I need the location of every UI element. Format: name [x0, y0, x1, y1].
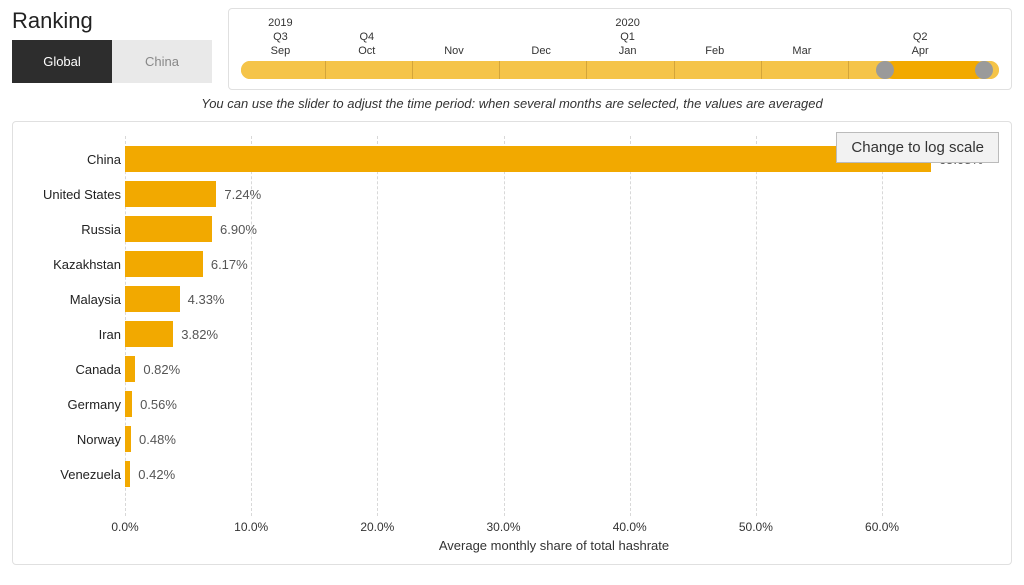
- timeline-year-label: 2020: [615, 17, 639, 29]
- page-title: Ranking: [12, 8, 212, 34]
- bar-row: Norway0.48%: [125, 426, 983, 452]
- bar[interactable]: [125, 426, 131, 452]
- timeline-q-label: Q1: [620, 31, 635, 43]
- timeline-q-label: Q4: [359, 31, 374, 43]
- bar[interactable]: [125, 321, 173, 347]
- bar-row: Germany0.56%: [125, 391, 983, 417]
- bar[interactable]: [125, 251, 203, 277]
- bar-row: Russia6.90%: [125, 216, 983, 242]
- timeline-m-label: Mar: [792, 45, 811, 57]
- timeline-m-label: Dec: [531, 45, 551, 57]
- timeline-card: 2019 2020 Q3 Q4 Q1 Q2 Sep Oct Nov Dec Jan Feb Mar Apr: [228, 8, 1012, 90]
- timeline-segment: [675, 61, 762, 79]
- bar-value-label: 0.48%: [139, 432, 176, 447]
- timeline-m-label: Oct: [358, 45, 375, 57]
- bar-value-label: 7.24%: [224, 187, 261, 202]
- bar-row: Kazakhstan6.17%: [125, 251, 983, 277]
- bar-category-label: United States: [29, 187, 121, 202]
- bar-category-label: Malaysia: [29, 292, 121, 307]
- bar-value-label: 6.17%: [211, 257, 248, 272]
- timeline-m-label: Nov: [444, 45, 464, 57]
- x-axis: Average monthly share of total hashrate …: [125, 516, 983, 556]
- timeline-labels: 2019 2020 Q3 Q4 Q1 Q2 Sep Oct Nov Dec Jan Feb Mar Apr: [241, 17, 999, 61]
- tabs: Global China: [12, 40, 212, 83]
- timeline-q-label: Q3: [273, 31, 288, 43]
- timeline-m-label: Sep: [271, 45, 291, 57]
- log-scale-button[interactable]: Change to log scale: [836, 132, 999, 163]
- bar-category-label: Norway: [29, 432, 121, 447]
- x-tick-label: 60.0%: [865, 520, 899, 534]
- bar-row: Malaysia4.33%: [125, 286, 983, 312]
- bar-value-label: 6.90%: [220, 222, 257, 237]
- tab-china[interactable]: China: [112, 40, 212, 83]
- bar[interactable]: [125, 391, 132, 417]
- timeline-segment: [500, 61, 587, 79]
- timeline-segment: [587, 61, 674, 79]
- bar-row: Iran3.82%: [125, 321, 983, 347]
- x-tick-label: 20.0%: [360, 520, 394, 534]
- bar-category-label: Canada: [29, 362, 121, 377]
- x-tick-label: 30.0%: [487, 520, 521, 534]
- timeline-track[interactable]: [241, 61, 999, 79]
- bar-value-label: 4.33%: [188, 292, 225, 307]
- bar-value-label: 3.82%: [181, 327, 218, 342]
- bar[interactable]: [125, 181, 216, 207]
- chart-plot-area: China65.08%United States7.24%Russia6.90%…: [125, 136, 983, 516]
- bar[interactable]: [125, 146, 931, 172]
- timeline-year-label: 2019: [268, 17, 292, 29]
- bar-value-label: 0.42%: [138, 467, 175, 482]
- bar-value-label: 0.82%: [143, 362, 180, 377]
- bar[interactable]: [125, 356, 135, 382]
- bar-category-label: Venezuela: [29, 467, 121, 482]
- bar[interactable]: [125, 461, 130, 487]
- tab-global[interactable]: Global: [12, 40, 112, 83]
- timeline-segment: [413, 61, 500, 79]
- x-tick-label: 50.0%: [739, 520, 773, 534]
- bar[interactable]: [125, 216, 212, 242]
- bar-row: Venezuela0.42%: [125, 461, 983, 487]
- bar-value-label: 0.56%: [140, 397, 177, 412]
- timeline-segment: [241, 61, 326, 79]
- timeline-segment: [762, 61, 849, 79]
- timeline-handle-left[interactable]: [876, 61, 894, 79]
- bar-category-label: Germany: [29, 397, 121, 412]
- bar-category-label: Russia: [29, 222, 121, 237]
- timeline-m-label: Apr: [912, 45, 929, 57]
- x-tick-label: 0.0%: [111, 520, 138, 534]
- timeline-selection[interactable]: [885, 61, 984, 79]
- bar-category-label: Kazakhstan: [29, 257, 121, 272]
- timeline-q-label: Q2: [913, 31, 928, 43]
- bar[interactable]: [125, 286, 180, 312]
- bar-category-label: China: [29, 152, 121, 167]
- x-tick-label: 10.0%: [234, 520, 268, 534]
- bar-row: United States7.24%: [125, 181, 983, 207]
- x-tick-label: 40.0%: [613, 520, 647, 534]
- bar-row: Canada0.82%: [125, 356, 983, 382]
- timeline-segment: [326, 61, 413, 79]
- timeline-hint: You can use the slider to adjust the tim…: [12, 96, 1012, 111]
- timeline-m-label: Feb: [705, 45, 724, 57]
- chart-card: Change to log scale China65.08%United St…: [12, 121, 1012, 565]
- timeline-handle-right[interactable]: [975, 61, 993, 79]
- bar-category-label: Iran: [29, 327, 121, 342]
- timeline-m-label: Jan: [619, 45, 637, 57]
